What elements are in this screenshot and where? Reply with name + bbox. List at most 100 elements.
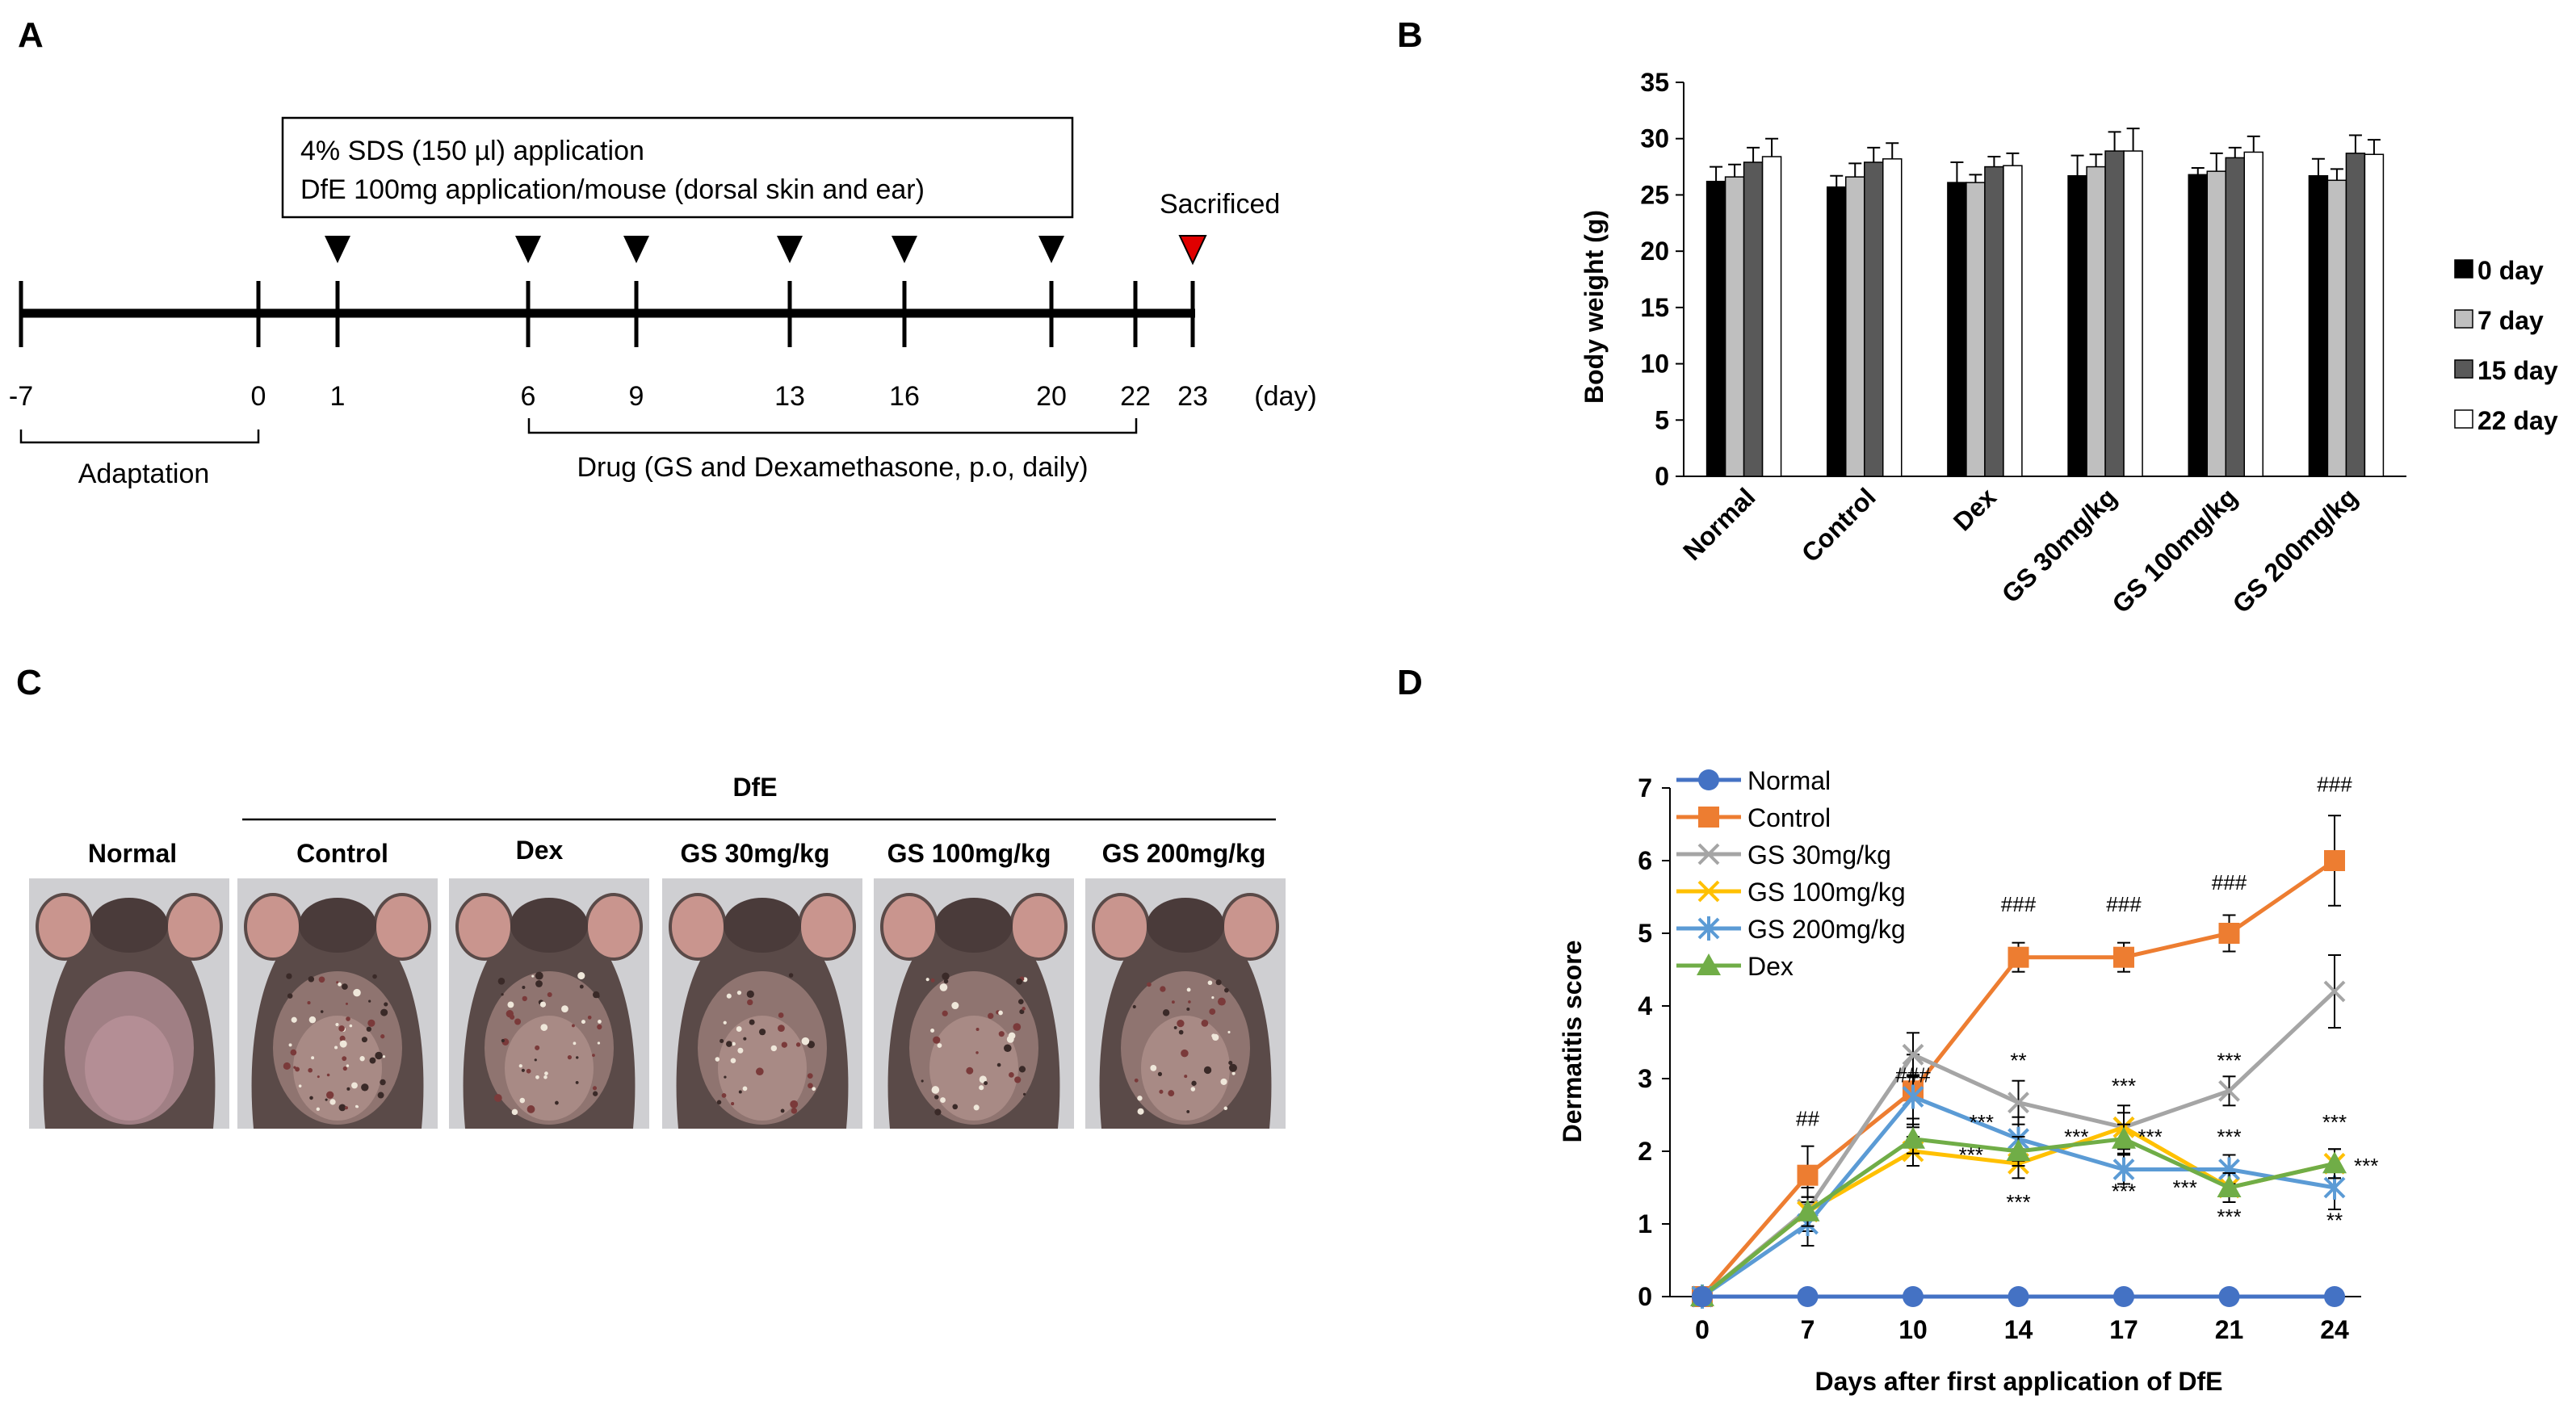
timeline-tick-label-0: 0 bbox=[251, 381, 266, 412]
lesion-spot bbox=[1168, 1090, 1175, 1097]
lesion-spot bbox=[287, 993, 293, 999]
point-normal-1 bbox=[1797, 1286, 1819, 1307]
lesion-spot bbox=[1160, 986, 1166, 992]
significance-12: *** bbox=[2064, 1125, 2088, 1149]
y-tick-label-4: 4 bbox=[1638, 991, 1652, 1020]
mouse-head bbox=[935, 898, 1013, 953]
lesion-spot bbox=[736, 991, 742, 995]
lesion-spot bbox=[1013, 1023, 1022, 1031]
legend-marker-gs200 bbox=[1697, 916, 1720, 941]
lesion-spot bbox=[325, 1091, 334, 1099]
lesion-spot bbox=[723, 1020, 727, 1025]
lesion-spot bbox=[522, 986, 526, 990]
point-normal-4 bbox=[2113, 1286, 2134, 1307]
lesion-spot bbox=[788, 973, 794, 978]
x-tick-label-0: 0 bbox=[1695, 1315, 1710, 1344]
mouse-head bbox=[299, 898, 376, 953]
lesion-spot bbox=[1017, 999, 1024, 1005]
lesion-spot bbox=[351, 1082, 358, 1089]
point-gs30-3 bbox=[2008, 1092, 2029, 1114]
lesion-spot bbox=[1201, 1019, 1209, 1027]
point-normal-0 bbox=[1692, 1286, 1713, 1307]
lesion-spot bbox=[1186, 1110, 1190, 1113]
lesion-spot bbox=[384, 1002, 388, 1007]
photo-label-gs30: GS 30mg/kg bbox=[681, 839, 830, 868]
mouse-skin bbox=[505, 1016, 594, 1121]
lesion-spot bbox=[770, 1045, 778, 1052]
legend-label-gs100: GS 100mg/kg bbox=[1747, 878, 1906, 907]
lesion-spot bbox=[930, 1029, 935, 1033]
lesion-spot bbox=[738, 1090, 742, 1094]
lesion-spot bbox=[338, 1025, 345, 1032]
lesion-spot bbox=[290, 1049, 297, 1056]
lesion-spot bbox=[342, 1056, 347, 1062]
lesion-spot bbox=[791, 1108, 798, 1114]
y-tick-label-1: 1 bbox=[1638, 1209, 1652, 1238]
timeline-tick-label-9: 9 bbox=[629, 381, 644, 412]
timeline-tick-label-16: 16 bbox=[889, 381, 920, 412]
lesion-spot bbox=[359, 1056, 365, 1062]
significance-16: *** bbox=[2173, 1175, 2197, 1200]
photo-label-dex: Dex bbox=[516, 836, 564, 865]
application-marker-day-13 bbox=[777, 236, 803, 263]
mouse-photo-art-dex bbox=[449, 878, 649, 1129]
lesion-spot bbox=[1217, 997, 1226, 1006]
legend-swatch-2 bbox=[2454, 359, 2473, 379]
lesion-spot bbox=[368, 999, 371, 1003]
lesion-spot bbox=[736, 1026, 742, 1032]
point-gs200-2 bbox=[1902, 1084, 1924, 1109]
point-gs30-6-stroke-2 bbox=[2323, 980, 2346, 1003]
y-tick-label-35: 35 bbox=[1640, 68, 1669, 97]
lesion-spot bbox=[561, 1005, 568, 1012]
lesion-spot bbox=[921, 1079, 924, 1083]
significance-14: *** bbox=[2112, 1180, 2136, 1204]
y-tick-label-0: 0 bbox=[1638, 1282, 1652, 1311]
mouse-skin bbox=[929, 1016, 1018, 1121]
lesion-spot bbox=[346, 1087, 350, 1091]
timeline-tick-label-20: 20 bbox=[1036, 381, 1067, 412]
lesion-spot bbox=[535, 1075, 539, 1079]
point-dex-6 bbox=[2322, 1151, 2347, 1174]
lesion-spot bbox=[726, 1041, 732, 1047]
lesion-spot bbox=[931, 1086, 940, 1094]
legend-marker-gs30-stroke-2 bbox=[1697, 843, 1720, 865]
adaptation-bracket bbox=[19, 430, 260, 444]
legend-label-1: 7 day bbox=[2477, 306, 2544, 335]
lesion-spot bbox=[1190, 1087, 1196, 1092]
mouse-skin bbox=[1141, 1016, 1230, 1121]
lesion-spot bbox=[937, 1043, 942, 1048]
lesion-spot bbox=[720, 1038, 724, 1044]
mouse-head bbox=[510, 898, 588, 953]
lesion-spot bbox=[1016, 978, 1023, 985]
series-normal bbox=[1692, 1286, 2345, 1307]
lesion-spot bbox=[1220, 1078, 1227, 1086]
lesion-spot bbox=[592, 1086, 598, 1091]
lesion-spot bbox=[1207, 980, 1213, 986]
lesion-spot bbox=[724, 1075, 727, 1079]
significance-9: *** bbox=[1970, 1110, 1994, 1134]
lesion-spot bbox=[979, 1085, 984, 1091]
lesion-spot bbox=[930, 978, 935, 983]
mouse-skin bbox=[85, 1016, 174, 1121]
lesion-spot bbox=[345, 1002, 348, 1005]
lesion-spot bbox=[801, 1037, 810, 1046]
significance-19: *** bbox=[2354, 1154, 2378, 1178]
significance-0: ## bbox=[1796, 1107, 1819, 1131]
lesion-spot bbox=[737, 1047, 744, 1054]
mouse-photo-art-gs200 bbox=[1085, 878, 1286, 1129]
legend-marker-dex bbox=[1697, 953, 1721, 975]
lesion-spot bbox=[758, 1029, 766, 1036]
lesion-spot bbox=[288, 1043, 292, 1047]
lesion-spot bbox=[1009, 1072, 1014, 1078]
lesion-spot bbox=[597, 1041, 601, 1045]
body-weight-y-label: Body weight (g) bbox=[1580, 210, 1609, 404]
timeline-ticks: -7 0 1 6 9 13 16 20 22 23 bbox=[9, 281, 1208, 412]
significance-4: ### bbox=[2212, 870, 2247, 895]
x-tick-label-7: 7 bbox=[1801, 1315, 1815, 1344]
legend-label-2: 15 day bbox=[2477, 356, 2558, 385]
lesion-spot bbox=[318, 976, 325, 983]
lesion-spot bbox=[1186, 987, 1191, 992]
lesion-spot bbox=[731, 1102, 735, 1106]
lesion-spot bbox=[795, 1042, 801, 1047]
